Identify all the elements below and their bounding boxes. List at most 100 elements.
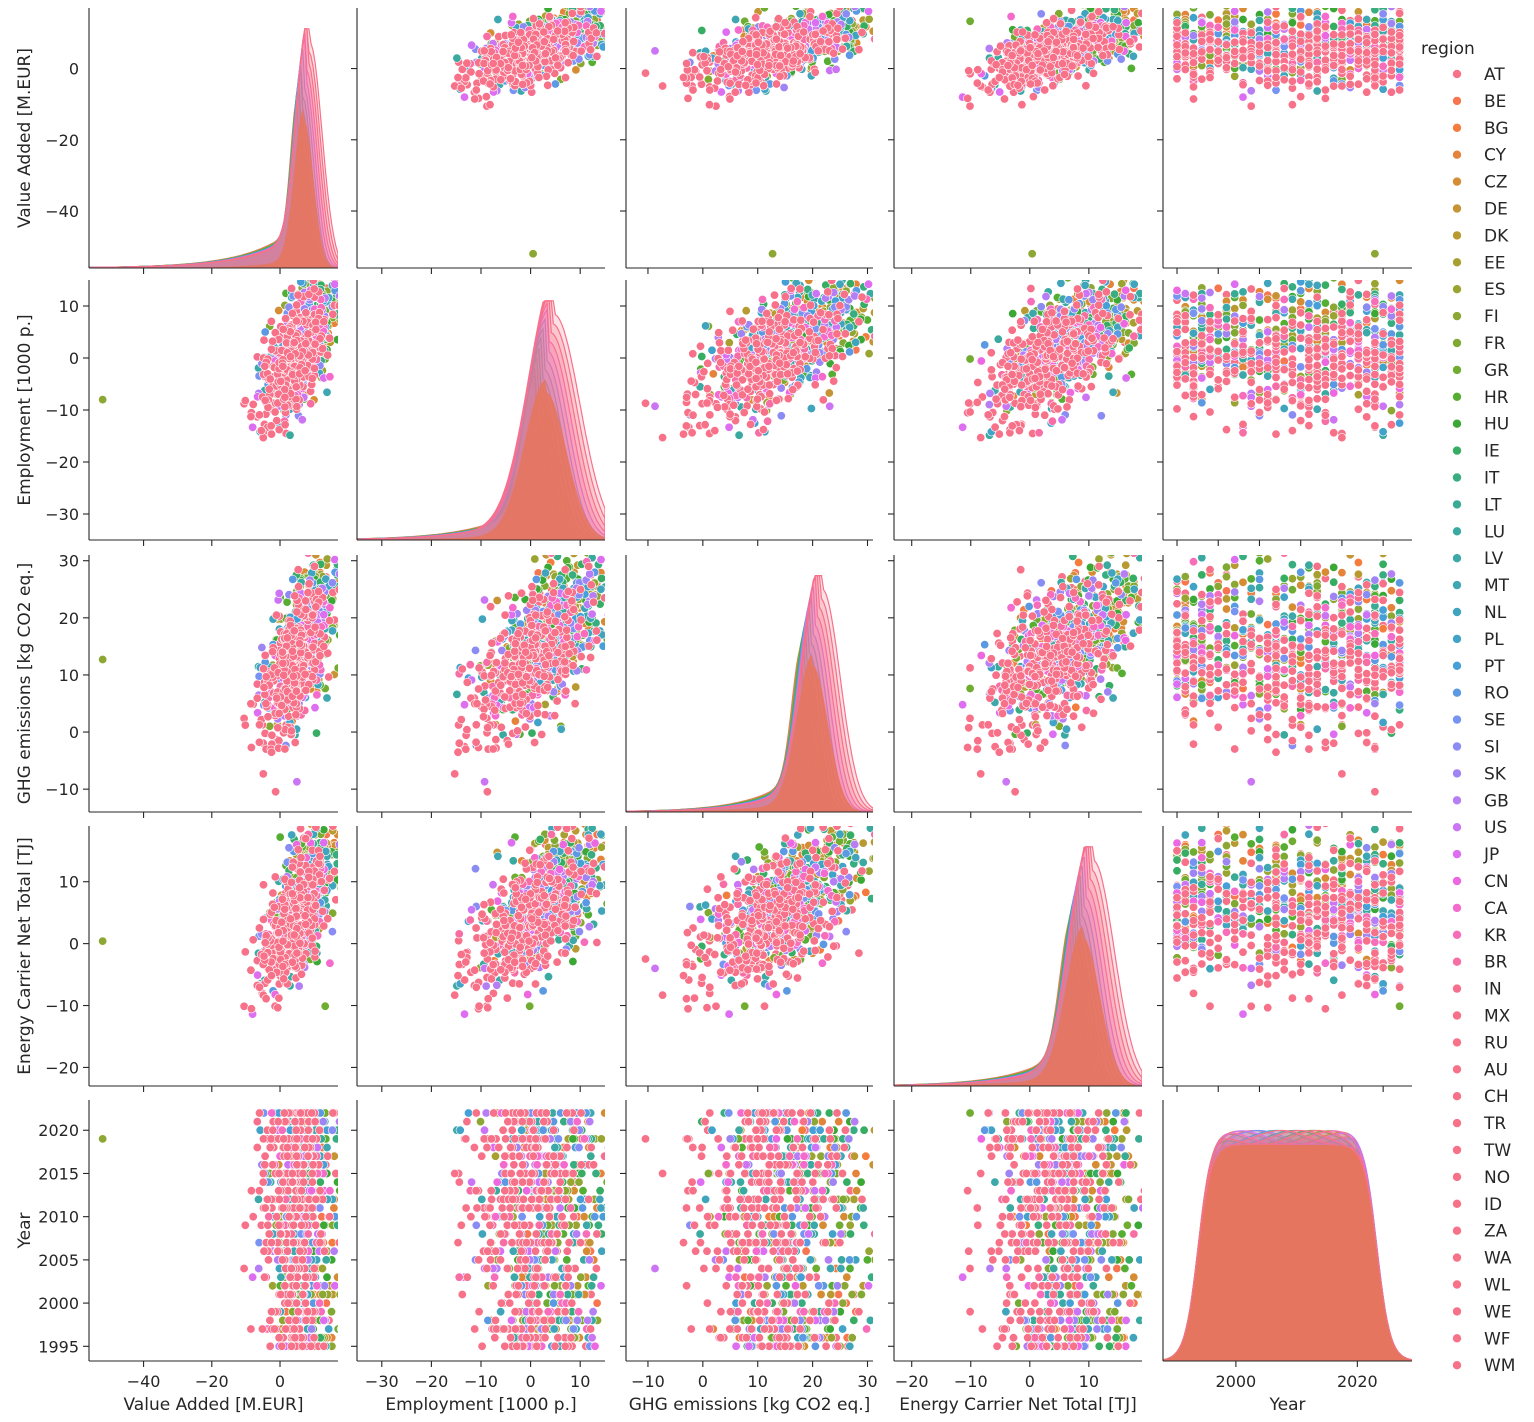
scatter-point	[266, 344, 276, 354]
scatter-point	[788, 56, 798, 66]
scatter-point	[764, 60, 774, 70]
scatter-point	[1189, 13, 1199, 23]
scatter-point	[295, 269, 303, 277]
scatter-point	[1137, 8, 1142, 18]
scatter-point	[1329, 8, 1339, 13]
scatter-point	[983, 85, 993, 95]
scatter-point	[874, 21, 882, 29]
scatter-point	[1222, 8, 1231, 11]
scatter-point	[1072, 51, 1082, 61]
scatter-point	[341, 269, 349, 277]
scatter-point	[466, 67, 476, 77]
scatter-point	[683, 93, 693, 103]
scatter-point	[1386, 87, 1396, 97]
scatter-point	[506, 30, 516, 40]
scatter-point	[1222, 40, 1232, 50]
scatter-point	[598, 42, 605, 52]
scatter-point	[1271, 22, 1281, 32]
scatter-point	[1370, 81, 1380, 91]
scatter-point	[510, 50, 520, 60]
scatter-point	[337, 311, 338, 314]
scatter-point	[1329, 81, 1339, 91]
scatter-point	[725, 94, 735, 104]
scatter-point	[1287, 26, 1297, 36]
scatter-point	[1190, 8, 1197, 9]
scatter-point	[1255, 0, 1263, 1]
scatter-point	[877, 34, 885, 42]
scatter-point	[1395, 59, 1405, 69]
scatter-point	[870, 34, 873, 44]
scatter-point	[716, 65, 726, 75]
scatter-point	[513, 37, 523, 47]
scatter-point	[1320, 31, 1330, 41]
scatter-point	[1304, 43, 1314, 53]
scatter-point	[1312, 86, 1322, 96]
scatter-point	[875, 41, 883, 49]
scatter-point	[1321, 8, 1330, 11]
panel-1-2	[640, 269, 933, 443]
scatter-point	[1279, 34, 1289, 44]
scatter-point	[1110, 8, 1119, 15]
scatter-point	[1085, 0, 1093, 8]
scatter-point	[716, 87, 726, 97]
scatter-point	[859, 269, 867, 277]
scatter-point	[875, 290, 883, 298]
scatter-point	[278, 361, 288, 371]
scatter-point	[287, 308, 297, 318]
scatter-point	[260, 361, 270, 371]
scatter-point	[1120, 8, 1129, 11]
scatter-point	[1304, 30, 1314, 40]
scatter-point	[606, 8, 614, 16]
scatter-point	[1114, 44, 1124, 54]
scatter-point	[1129, 0, 1137, 3]
scatter-point	[1370, 46, 1380, 56]
scatter-point	[921, 294, 929, 302]
scatter-point	[885, 321, 893, 329]
scatter-point	[1081, 29, 1091, 39]
scatter-point	[330, 270, 338, 278]
scatter-point	[1153, 15, 1161, 23]
scatter-point	[1147, 7, 1155, 15]
scatter-point	[461, 73, 471, 83]
scatter-point	[1263, 56, 1273, 66]
scatter-point	[1213, 22, 1223, 32]
scatter-point	[1007, 50, 1017, 60]
scatter-point	[972, 78, 982, 88]
scatter-point	[1222, 63, 1232, 73]
scatter-point	[1287, 76, 1297, 86]
scatter-point	[339, 307, 347, 315]
scatter-point	[606, 8, 614, 16]
scatter-point	[586, 45, 596, 55]
scatter-point	[925, 322, 933, 330]
scatter-point	[1362, 48, 1372, 58]
scatter-point	[570, 0, 578, 8]
scatter-point	[867, 0, 875, 3]
scatter-point	[607, 10, 615, 18]
scatter-point	[539, 37, 549, 47]
scatter-point	[810, 67, 820, 77]
scatter-point	[572, 0, 580, 6]
scatter-point	[827, 0, 835, 6]
scatter-point	[1222, 53, 1232, 63]
scatter-point	[345, 314, 353, 322]
scatter-point	[723, 62, 733, 72]
scatter-point	[1353, 34, 1363, 44]
scatter-point	[730, 67, 740, 77]
outlier-point	[1027, 249, 1037, 259]
scatter-point	[322, 387, 332, 397]
axis-spines	[88, 8, 338, 274]
scatter-point	[300, 366, 310, 376]
scatter-point	[1337, 8, 1347, 15]
scatter-point	[1133, 18, 1142, 28]
scatter-point	[1018, 27, 1028, 37]
scatter-point	[1108, 22, 1118, 32]
scatter-point	[854, 45, 864, 55]
scatter-point	[1386, 18, 1396, 28]
scatter-point	[1337, 30, 1347, 40]
scatter-point	[779, 83, 789, 93]
scatter-point	[1279, 75, 1289, 85]
scatter-point	[1395, 30, 1405, 40]
scatter-point	[1263, 17, 1273, 27]
scatter-point	[1280, 0, 1288, 3]
scatter-point	[1222, 19, 1232, 29]
